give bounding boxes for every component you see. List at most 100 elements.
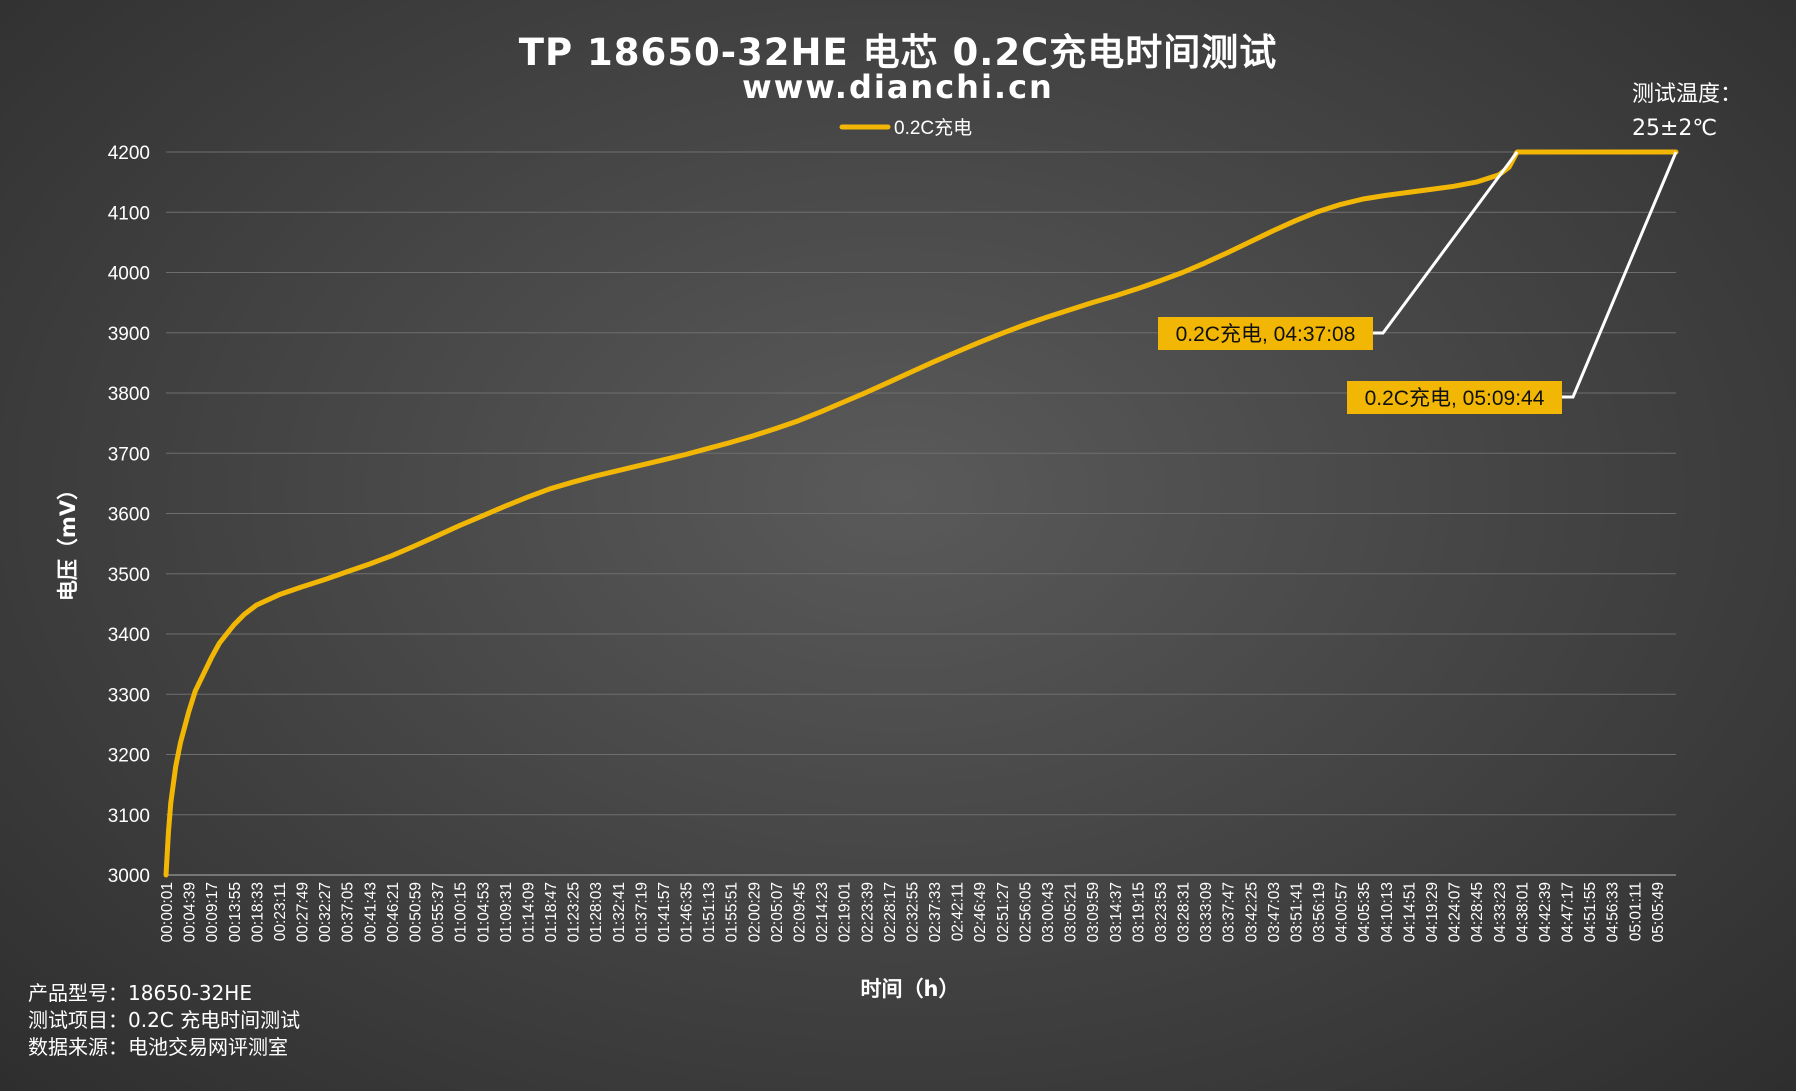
x-tick-labels: 00:00:01 00:04:39 00:09:17 00:13:55 00:18:33… xyxy=(159,882,1667,942)
x-tick-label: 02:09:45 xyxy=(792,882,809,942)
annotation-leader-line xyxy=(1562,151,1678,399)
x-tick-label: 01:41:57 xyxy=(656,882,673,942)
x-tick-label: 02:00:29 xyxy=(746,882,763,942)
x-tick-label: 04:24:07 xyxy=(1447,882,1464,942)
x-tick-label: 04:28:45 xyxy=(1469,882,1486,942)
legend: 0.2C充电 xyxy=(839,117,972,139)
x-tick-label: 02:19:01 xyxy=(837,882,854,942)
temperature-note: 测试温度： 25±2℃ xyxy=(1632,78,1742,146)
grid-lines xyxy=(166,151,1676,816)
y-tick-label: 3000 xyxy=(108,866,150,887)
x-tick-label: 04:05:35 xyxy=(1356,882,1373,942)
x-tick-label: 01:09:31 xyxy=(498,882,515,942)
x-tick-label: 03:09:59 xyxy=(1085,882,1102,942)
x-tick-label: 03:37:47 xyxy=(1221,882,1238,942)
x-tick-label: 00:37:05 xyxy=(340,882,357,942)
x-tick-label: 03:00:43 xyxy=(1040,882,1057,942)
y-tick-label: 4000 xyxy=(108,264,150,285)
x-tick-label: 01:04:53 xyxy=(475,882,492,942)
x-tick-label: 01:18:47 xyxy=(543,882,560,942)
x-tick-label: 03:51:41 xyxy=(1288,882,1305,942)
x-tick-label: 01:46:35 xyxy=(679,882,696,942)
y-tick-label: 3700 xyxy=(108,444,150,465)
annotation-box xyxy=(1158,317,1373,350)
annotation-leader-line xyxy=(1373,151,1519,335)
x-tick-label: 02:28:17 xyxy=(882,882,899,942)
y-tick-label: 3600 xyxy=(108,505,150,526)
x-tick-label: 01:00:15 xyxy=(453,882,470,942)
annotation-label: 0.2C充电, 05:09:44 xyxy=(1365,387,1545,410)
x-tick-label: 03:19:15 xyxy=(1130,882,1147,942)
x-tick-label: 04:19:29 xyxy=(1424,882,1441,942)
x-tick-label: 01:55:51 xyxy=(724,882,741,942)
x-tick-label: 04:10:13 xyxy=(1379,882,1396,942)
y-axis-title: 电压（mV） xyxy=(56,479,80,601)
y-tick-label: 3200 xyxy=(108,746,150,767)
x-tick-label: 03:05:21 xyxy=(1063,882,1080,942)
x-tick-label: 02:05:07 xyxy=(769,882,786,942)
x-tick-label: 00:55:37 xyxy=(430,882,447,942)
x-tick-label: 02:32:55 xyxy=(904,882,921,942)
temperature-value: 25±2℃ xyxy=(1632,116,1718,141)
y-tick-label: 4100 xyxy=(108,203,150,224)
y-tick-label: 3900 xyxy=(108,324,150,345)
x-tick-label: 03:42:25 xyxy=(1243,882,1260,942)
x-tick-label: 01:23:25 xyxy=(566,882,583,942)
x-tick-label: 00:00:01 xyxy=(159,882,176,942)
x-tick-label: 02:56:05 xyxy=(1017,882,1034,942)
x-tick-label: 03:28:31 xyxy=(1176,882,1193,942)
x-tick-label: 01:28:03 xyxy=(588,882,605,942)
x-tick-label: 02:51:27 xyxy=(995,882,1012,942)
footer-product: 产品型号：18650-32HE xyxy=(28,981,252,1005)
x-tick-label: 04:56:33 xyxy=(1605,882,1622,942)
x-tick-label: 01:14:09 xyxy=(520,882,537,942)
x-tick-label: 04:00:57 xyxy=(1334,882,1351,942)
x-tick-label: 02:14:23 xyxy=(814,882,831,942)
x-tick-label: 04:51:55 xyxy=(1582,882,1599,942)
footer-info: 产品型号：18650-32HE 测试项目：0.2C 充电时间测试 数据来源：电池… xyxy=(28,980,300,1061)
x-tick-label: 00:32:27 xyxy=(317,882,334,942)
x-tick-label: 03:14:37 xyxy=(1108,882,1125,942)
temperature-label: 测试温度： xyxy=(1632,82,1743,107)
x-tick-label: 05:05:49 xyxy=(1650,882,1667,942)
series-layer xyxy=(163,149,1679,878)
annotation-layer: 0.2C充电, 04:37:08 0.2C充电, 05:09:44 xyxy=(1158,151,1678,414)
x-tick-label: 04:42:39 xyxy=(1537,882,1554,942)
chart-title: TP 18650-32HE 电芯 0.2C充电时间测试 xyxy=(518,31,1278,74)
x-tick-label: 00:23:11 xyxy=(272,882,289,941)
x-tick-label: 03:47:03 xyxy=(1266,882,1283,942)
x-tick-label: 00:46:21 xyxy=(385,882,402,942)
x-tick-label: 00:50:59 xyxy=(407,882,424,942)
x-tick-label: 04:33:23 xyxy=(1492,882,1509,942)
annotation-label: 0.2C充电, 04:37:08 xyxy=(1176,323,1356,346)
y-tick-label: 3800 xyxy=(108,384,150,405)
x-tick-label: 04:47:17 xyxy=(1560,882,1577,942)
x-tick-label: 00:27:49 xyxy=(295,882,312,942)
x-tick-label: 04:38:01 xyxy=(1514,882,1531,942)
x-tick-label: 02:46:49 xyxy=(972,882,989,942)
annotation-box xyxy=(1347,381,1562,414)
x-tick-label: 00:09:17 xyxy=(204,882,221,942)
x-axis-title: 时间（h） xyxy=(861,977,960,1001)
series-line xyxy=(163,149,1679,878)
x-tick-label: 01:51:13 xyxy=(701,882,718,942)
y-tick-label: 3100 xyxy=(108,806,150,827)
x-tick-label: 00:41:43 xyxy=(362,882,379,942)
x-tick-label: 03:23:53 xyxy=(1153,882,1170,942)
x-tick-label: 02:42:11 xyxy=(950,882,967,941)
x-tick-label: 00:04:39 xyxy=(182,882,199,942)
x-tick-label: 02:23:39 xyxy=(859,882,876,942)
y-tick-label: 3300 xyxy=(108,685,150,706)
x-tick-label: 01:32:41 xyxy=(611,882,628,942)
x-tick-label: 02:37:33 xyxy=(927,882,944,942)
x-tick-label: 01:37:19 xyxy=(633,882,650,942)
x-tick-label: 04:14:51 xyxy=(1401,882,1418,942)
y-tick-labels: 3000 3100 3200 3300 3400 3500 3600 3700 3800 3900… xyxy=(108,143,150,887)
footer-source: 数据来源：电池交易网评测室 xyxy=(28,1035,288,1059)
x-tick-label: 03:56:19 xyxy=(1311,882,1328,942)
chart-subtitle: www.dianchi.cn xyxy=(742,68,1054,106)
x-tick-label: 05:01:11 xyxy=(1627,882,1644,941)
y-tick-label: 3500 xyxy=(108,565,150,586)
x-tick-label: 00:13:55 xyxy=(227,882,244,942)
